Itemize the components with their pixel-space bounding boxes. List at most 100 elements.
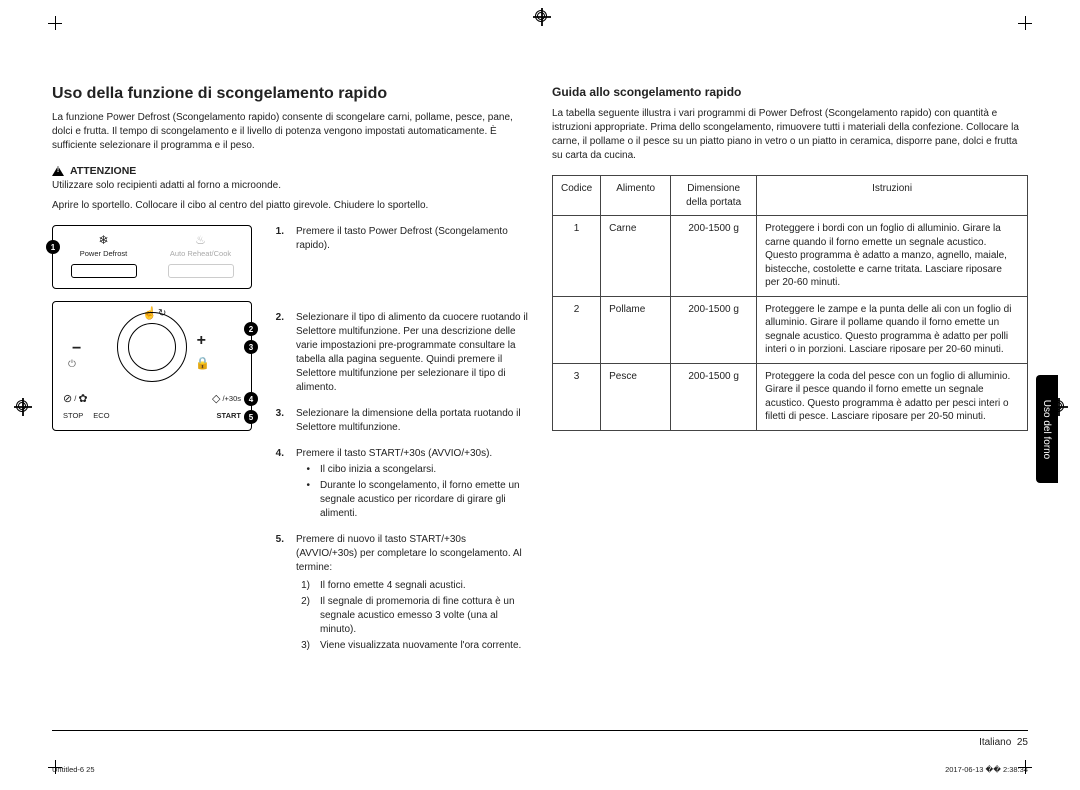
footer-page: 25 — [1017, 737, 1028, 748]
th-food: Alimento — [601, 176, 671, 216]
side-tab: Uso del forno — [1036, 375, 1058, 483]
th-size: Dimensione della portata — [671, 176, 757, 216]
page-title: Uso della funzione di scongelamento rapi… — [52, 85, 528, 103]
step-4-bullets: Il cibo inizia a scongelarsi. Durante lo… — [296, 463, 528, 521]
step-number: 4. — [270, 447, 284, 523]
callout-5: 5 — [244, 410, 258, 424]
cell-code: 3 — [553, 363, 601, 430]
stop-eco-labels: STOP ECO — [63, 411, 110, 420]
print-meta: Untitled-6 25 2017-06-13 �� 2:38:34 — [52, 765, 1028, 774]
bottom-label-row: STOP ECO START — [63, 411, 241, 420]
dial-area: ☝ ↻ − + ⏻ 🔒 — [72, 312, 232, 382]
th-code: Codice — [553, 176, 601, 216]
power-defrost-button: ❄ Power Defrost — [65, 234, 142, 278]
upper-panel: 1 ❄ Power Defrost ♨ Auto Reheat/Cook — [52, 225, 252, 289]
right-column: Guida allo scongelamento rapido La tabel… — [552, 85, 1028, 750]
callout-3: 3 — [244, 340, 258, 354]
control-panel-diagram: 1 ❄ Power Defrost ♨ Auto Reheat/Cook — [52, 225, 252, 665]
callout-1: 1 — [46, 240, 60, 254]
registration-mark-icon — [16, 400, 28, 412]
steam-icon: ♨ — [195, 234, 206, 246]
step-4: 4. Premere il tasto START/+30s (AVVIO/+3… — [270, 447, 528, 523]
power-off-icon: ⏻ — [68, 359, 76, 370]
ar-label: Auto Reheat/Cook — [170, 249, 231, 258]
auto-reheat-button: ♨ Auto Reheat/Cook — [162, 234, 239, 278]
table-row: 3 Pesce 200-1500 g Proteggere la coda de… — [553, 363, 1028, 430]
start-30s-group: ◇ /+30s — [212, 392, 241, 405]
stop-label: STOP — [63, 411, 83, 420]
diagram-and-steps: 1 ❄ Power Defrost ♨ Auto Reheat/Cook — [52, 225, 528, 665]
stop-icon: ⊘ — [63, 392, 72, 405]
cell-size: 200-1500 g — [671, 296, 757, 363]
ar-display — [168, 264, 234, 278]
guide-title: Guida allo scongelamento rapido — [552, 85, 1028, 99]
meta-right: 2017-06-13 �� 2:38:34 — [945, 765, 1028, 774]
callout-4: 4 — [244, 392, 258, 406]
guide-intro: La tabella seguente illustra i vari prog… — [552, 107, 1028, 163]
step-1: 1. Premere il tasto Power Defrost (Scong… — [270, 225, 528, 255]
cell-instr: Proteggere la coda del pesce con un fogl… — [757, 363, 1028, 430]
bullet-text: Durante lo scongelamento, il forno emett… — [320, 479, 528, 521]
eco-label: ECO — [93, 411, 109, 420]
step-text: Selezionare la dimensione della portata … — [296, 407, 528, 435]
cell-code: 2 — [553, 296, 601, 363]
bottom-button-row: ⊘/ ✿ ◇ /+30s — [63, 392, 241, 405]
list-text: Il segnale di promemoria di fine cottura… — [320, 595, 528, 637]
crop-mark-icon — [1018, 16, 1032, 30]
callout-2: 2 — [244, 322, 258, 336]
step-3: 3. Selezionare la dimensione della porta… — [270, 407, 528, 437]
crop-mark-icon — [48, 760, 62, 774]
attention-label: ATTENZIONE — [70, 165, 136, 177]
intro-paragraph: La funzione Power Defrost (Scongelamento… — [52, 111, 528, 153]
snowflake-icon: ❄ — [98, 234, 108, 246]
list-marker: 1) — [296, 579, 310, 593]
step-number: 1. — [270, 225, 284, 255]
left-column: Uso della funzione di scongelamento rapi… — [52, 85, 528, 750]
multifunction-dial — [117, 312, 187, 382]
cell-food: Pesce — [601, 363, 671, 430]
th-instr: Istruzioni — [757, 176, 1028, 216]
start-label: START — [217, 411, 241, 420]
side-tab-label: Uso del forno — [1042, 399, 1053, 458]
step-5-sublist: 1) Il forno emette 4 segnali acustici. 2)… — [296, 579, 528, 653]
plus-icon: + — [197, 332, 206, 350]
list-text: Viene visualizzata nuovamente l'ora corr… — [320, 639, 521, 653]
step-text: Premere di nuovo il tasto START/+30s (AV… — [296, 533, 528, 575]
attention-heading: ATTENZIONE — [52, 165, 528, 177]
step-text: Selezionare il tipo di alimento da cuoce… — [296, 311, 528, 395]
registration-mark-icon — [535, 10, 547, 22]
lower-panel: 2 3 4 5 ☝ ↻ − + ⏻ 🔒 — [52, 301, 252, 431]
eco-leaf-icon: ✿ — [78, 392, 87, 405]
pre-step-text: Aprire lo sportello. Collocare il cibo a… — [52, 199, 528, 213]
pd-display — [71, 264, 137, 278]
mode-row: ❄ Power Defrost ♨ Auto Reheat/Cook — [65, 234, 239, 278]
list-marker: 2) — [296, 595, 310, 637]
step-number: 2. — [270, 311, 284, 397]
cell-size: 200-1500 g — [671, 216, 757, 297]
cell-size: 200-1500 g — [671, 363, 757, 430]
step-text: Premere il tasto START/+30s (AVVIO/+30s)… — [296, 447, 528, 461]
warning-triangle-icon — [52, 166, 64, 176]
list-text: Il forno emette 4 segnali acustici. — [320, 579, 466, 593]
step-5: 5. Premere di nuovo il tasto START/+30s … — [270, 533, 528, 655]
cell-code: 1 — [553, 216, 601, 297]
stop-eco-group: ⊘/ ✿ — [63, 392, 88, 405]
list-marker: 3) — [296, 639, 310, 653]
bullet-text: Il cibo inizia a scongelarsi. — [320, 463, 436, 477]
step-text: Premere il tasto Power Defrost (Scongela… — [296, 225, 528, 253]
cell-instr: Proteggere le zampe e la punta delle ali… — [757, 296, 1028, 363]
cell-instr: Proteggere i bordi con un foglio di allu… — [757, 216, 1028, 297]
attention-text: Utilizzare solo recipienti adatti al for… — [52, 179, 528, 193]
minus-icon: − — [72, 340, 81, 358]
footer: Italiano 25 — [52, 730, 1028, 748]
crop-mark-icon — [48, 16, 62, 30]
start-diamond-icon: ◇ — [212, 392, 220, 405]
two-column-content: Uso della funzione di scongelamento rapi… — [52, 85, 1028, 750]
step-list: 1. Premere il tasto Power Defrost (Scong… — [270, 225, 528, 665]
cell-food: Pollame — [601, 296, 671, 363]
step-2: 2. Selezionare il tipo di alimento da cu… — [270, 311, 528, 397]
table-row: 1 Carne 200-1500 g Proteggere i bordi co… — [553, 216, 1028, 297]
table-row: 2 Pollame 200-1500 g Proteggere le zampe… — [553, 296, 1028, 363]
plus30-label: /+30s — [222, 394, 241, 403]
page: Uso della funzione di scongelamento rapi… — [0, 0, 1080, 790]
